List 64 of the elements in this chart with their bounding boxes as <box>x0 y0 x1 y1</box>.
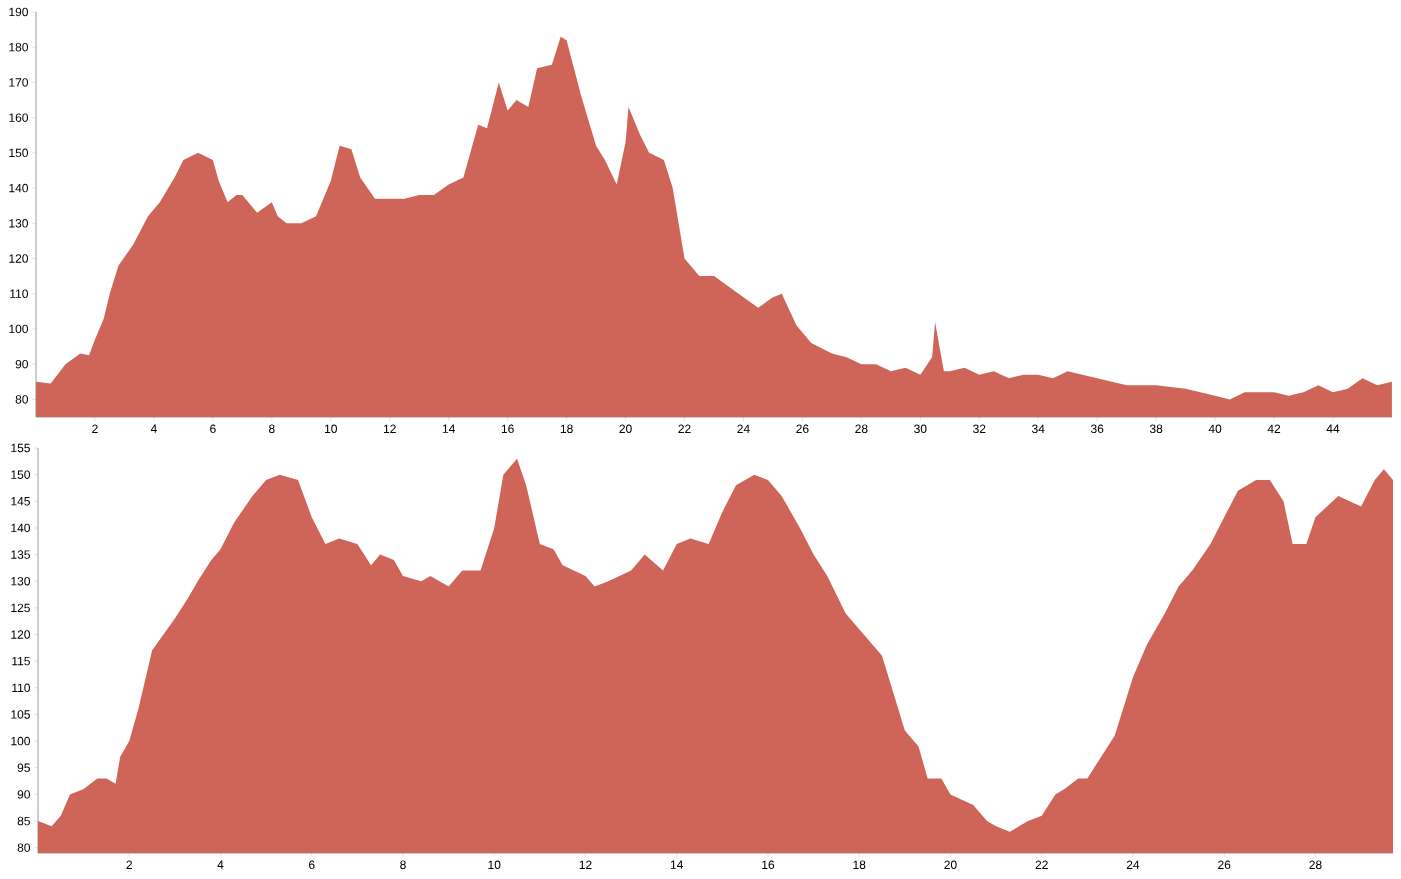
x-tick-label: 18 <box>560 424 573 434</box>
x-tick-label: 2 <box>126 860 132 869</box>
x-tick-label: 24 <box>1126 860 1140 869</box>
x-tick-label: 38 <box>1149 424 1163 434</box>
x-tick-label: 4 <box>217 860 224 869</box>
x-tick-label: 36 <box>1090 424 1104 434</box>
x-tick-label: 26 <box>796 424 809 434</box>
x-tick-label: 20 <box>619 424 632 434</box>
x-tick-label: 32 <box>973 424 986 434</box>
y-tick-label: 115 <box>12 656 30 666</box>
x-tick-label: 6 <box>210 424 216 434</box>
x-tick-label: 28 <box>855 424 868 434</box>
y-tick-label: 150 <box>11 470 30 479</box>
x-tick-label: 12 <box>383 424 396 433</box>
y-tick-label: 145 <box>11 497 30 506</box>
x-tick-label: 34 <box>1032 424 1045 434</box>
y-tick-label: 150 <box>9 148 28 158</box>
x-tick-label: 14 <box>442 424 455 433</box>
x-tick-label: 16 <box>762 860 775 870</box>
x-tick-label: 26 <box>1218 860 1231 870</box>
x-tick-label: 2 <box>92 424 98 433</box>
x-tick-label: 8 <box>400 860 406 870</box>
x-tick-label: 24 <box>737 424 750 433</box>
y-tick-label: 190 <box>9 7 28 17</box>
x-tick-label: 8 <box>269 424 275 434</box>
y-tick-label: 90 <box>17 790 30 799</box>
x-tick-label: 12 <box>579 860 592 869</box>
x-tick-label: 10 <box>325 424 337 434</box>
y-tick-label: 95 <box>17 763 30 772</box>
x-tick-label: 14 <box>670 860 684 869</box>
y-tick-label: 80 <box>17 843 30 852</box>
x-tick-label: 4 <box>150 424 157 433</box>
x-tick-label: 16 <box>501 424 514 434</box>
y-tick-label: 170 <box>9 78 28 87</box>
x-tick-label: 22 <box>678 424 691 433</box>
y-tick-label: 125 <box>11 603 30 613</box>
y-tick-label: 85 <box>17 816 30 826</box>
y-tick-label: 110 <box>10 289 28 298</box>
y-tick-label: 130 <box>9 219 28 228</box>
y-tick-label: 100 <box>9 324 28 334</box>
y-tick-label: 160 <box>9 113 28 122</box>
y-tick-label: 90 <box>15 359 28 369</box>
x-tick-label: 18 <box>853 860 866 870</box>
x-tick-label: 6 <box>309 860 315 870</box>
y-tick-label: 140 <box>9 183 28 193</box>
x-tick-label: 10 <box>488 860 501 870</box>
y-tick-label: 80 <box>15 395 28 404</box>
y-tick-label: 105 <box>11 710 30 719</box>
x-tick-label: 44 <box>1326 424 1340 433</box>
y-tick-label: 110 <box>12 683 30 693</box>
x-tick-label: 30 <box>914 424 927 434</box>
x-tick-label: 28 <box>1309 860 1322 870</box>
y-tick-label: 120 <box>11 630 30 639</box>
x-tick-label: 20 <box>944 860 957 870</box>
x-tick-label: 42 <box>1267 424 1281 433</box>
y-tick-label: 120 <box>9 254 28 263</box>
y-tick-label: 135 <box>11 550 30 559</box>
x-tick-label: 22 <box>1035 860 1048 869</box>
y-tick-label: 180 <box>9 42 28 52</box>
y-tick-label: 140 <box>11 523 30 533</box>
y-tick-label: 155 <box>11 443 30 453</box>
y-tick-label: 100 <box>11 736 30 746</box>
y-tick-label: 130 <box>11 576 30 586</box>
x-tick-label: 40 <box>1208 424 1222 434</box>
